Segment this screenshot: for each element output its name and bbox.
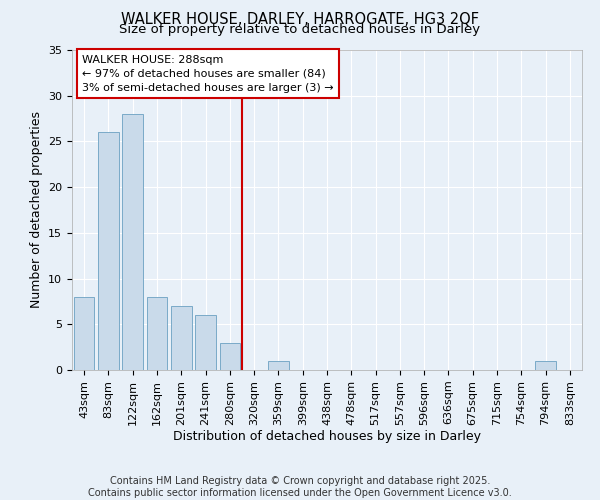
Bar: [122, 114, 143, 370]
Text: Contains HM Land Registry data © Crown copyright and database right 2025.
Contai: Contains HM Land Registry data © Crown c…: [88, 476, 512, 498]
Bar: [74, 297, 94, 370]
Text: WALKER HOUSE, DARLEY, HARROGATE, HG3 2QF: WALKER HOUSE, DARLEY, HARROGATE, HG3 2QF: [121, 12, 479, 28]
Bar: [98, 132, 119, 370]
Bar: [220, 342, 240, 370]
Bar: [146, 297, 167, 370]
Bar: [195, 315, 216, 370]
Text: WALKER HOUSE: 288sqm
← 97% of detached houses are smaller (84)
3% of semi-detach: WALKER HOUSE: 288sqm ← 97% of detached h…: [82, 55, 334, 93]
Bar: [171, 306, 191, 370]
Bar: [268, 361, 289, 370]
Text: Size of property relative to detached houses in Darley: Size of property relative to detached ho…: [119, 22, 481, 36]
Bar: [535, 361, 556, 370]
X-axis label: Distribution of detached houses by size in Darley: Distribution of detached houses by size …: [173, 430, 481, 444]
Y-axis label: Number of detached properties: Number of detached properties: [29, 112, 43, 308]
